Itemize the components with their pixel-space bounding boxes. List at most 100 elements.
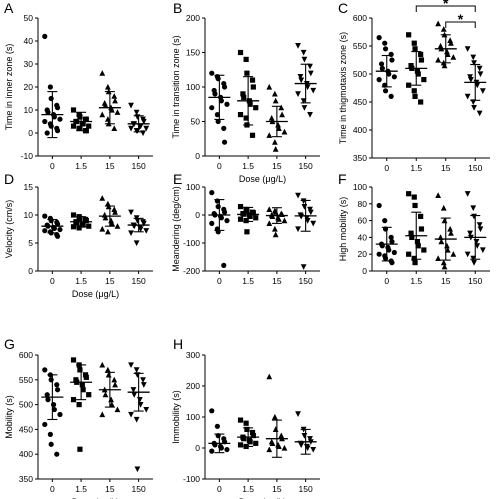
data-point — [376, 77, 382, 83]
x-tick-label: 0 — [217, 484, 222, 494]
data-point — [415, 243, 421, 249]
data-point — [221, 125, 227, 131]
data-point — [112, 209, 118, 215]
data-point — [448, 230, 454, 236]
data-point — [435, 56, 442, 63]
data-point — [406, 32, 412, 38]
data-point — [114, 406, 121, 413]
data-point — [48, 377, 54, 383]
data-point — [300, 264, 307, 270]
data-point — [388, 51, 394, 58]
data-point — [471, 105, 477, 111]
data-point — [47, 431, 53, 437]
data-point — [57, 226, 63, 233]
y-axis-label: Immobility (s) — [171, 390, 181, 444]
data-point — [140, 220, 147, 227]
data-point — [57, 116, 63, 122]
panel-f: F 0 20 40 60 80 100 0 1.5 15 150 High mobility (s) — [338, 171, 490, 286]
y-tick-label: 0 — [195, 443, 200, 453]
data-point — [266, 83, 273, 90]
x-tick-label: 0 — [50, 276, 55, 286]
data-point — [435, 192, 442, 198]
y-tick-label: -200 — [183, 266, 200, 276]
data-point — [301, 56, 308, 63]
data-point — [376, 35, 382, 41]
x-tick-label: 150 — [132, 161, 146, 171]
x-tick-label: 1.5 — [410, 163, 422, 173]
data-point — [54, 105, 61, 111]
y-tick-label: -100 — [183, 238, 200, 248]
data-point — [45, 397, 51, 403]
data-point — [271, 90, 278, 97]
data-point — [51, 406, 57, 413]
data-point — [272, 426, 279, 432]
data-point — [48, 95, 54, 102]
y-tick-label: 0 — [195, 151, 200, 161]
data-point — [241, 436, 247, 442]
data-point — [54, 221, 61, 227]
data-point — [450, 251, 457, 257]
data-point — [54, 128, 61, 134]
data-point — [221, 262, 227, 268]
y-tick-label: 10 — [24, 210, 34, 220]
x-tick-label: 150 — [468, 276, 482, 286]
data-point — [70, 107, 77, 113]
data-point — [83, 116, 89, 122]
data-point — [221, 139, 228, 145]
data-point — [378, 61, 385, 67]
x-axis-label: Dose (μg/L) — [239, 174, 286, 184]
data-point — [243, 420, 249, 426]
data-point — [412, 46, 418, 52]
data-point — [80, 222, 86, 228]
data-point — [42, 118, 48, 125]
data-point — [102, 391, 109, 398]
data-point — [388, 93, 394, 99]
data-point — [243, 115, 249, 121]
data-point — [415, 71, 421, 77]
data-point — [307, 70, 314, 77]
data-point — [212, 91, 218, 97]
data-point — [76, 225, 82, 231]
significance-star: * — [458, 11, 464, 27]
y-tick-label: 500 — [19, 400, 33, 410]
data-point — [42, 367, 48, 373]
data-point — [209, 190, 215, 196]
panel-letter: G — [4, 336, 15, 352]
data-point — [215, 118, 221, 125]
data-point — [237, 49, 244, 56]
data-point — [104, 366, 111, 373]
x-tick-label: 0 — [217, 276, 222, 286]
x-tick-label: 1.5 — [242, 161, 254, 171]
data-point — [406, 251, 412, 257]
data-point — [244, 208, 250, 214]
data-point — [108, 106, 115, 113]
data-point — [112, 97, 118, 104]
data-point — [249, 429, 256, 436]
y-tick-label: 20 — [24, 82, 34, 92]
data-point — [412, 93, 418, 99]
data-point — [300, 49, 307, 56]
data-point — [307, 63, 313, 70]
data-point — [237, 204, 244, 210]
data-point — [418, 226, 425, 232]
data-point — [114, 109, 121, 115]
data-point — [128, 362, 134, 369]
data-point — [389, 239, 395, 245]
data-point — [42, 213, 48, 219]
y-tick-label: 100 — [186, 182, 200, 192]
y-axis-label: Time in transition zone (s) — [171, 35, 181, 138]
y-tick-label: 40 — [24, 36, 34, 46]
x-tick-label: 0 — [217, 161, 222, 171]
data-point — [54, 382, 60, 388]
data-point — [244, 229, 250, 235]
panel-letter: A — [4, 0, 14, 16]
data-point — [301, 433, 308, 439]
data-point — [133, 240, 140, 247]
data-point — [278, 432, 285, 439]
data-point — [247, 101, 253, 107]
data-point — [133, 416, 140, 423]
x-tick-label: 0 — [384, 276, 389, 286]
data-point — [224, 101, 230, 107]
data-point — [295, 91, 301, 97]
